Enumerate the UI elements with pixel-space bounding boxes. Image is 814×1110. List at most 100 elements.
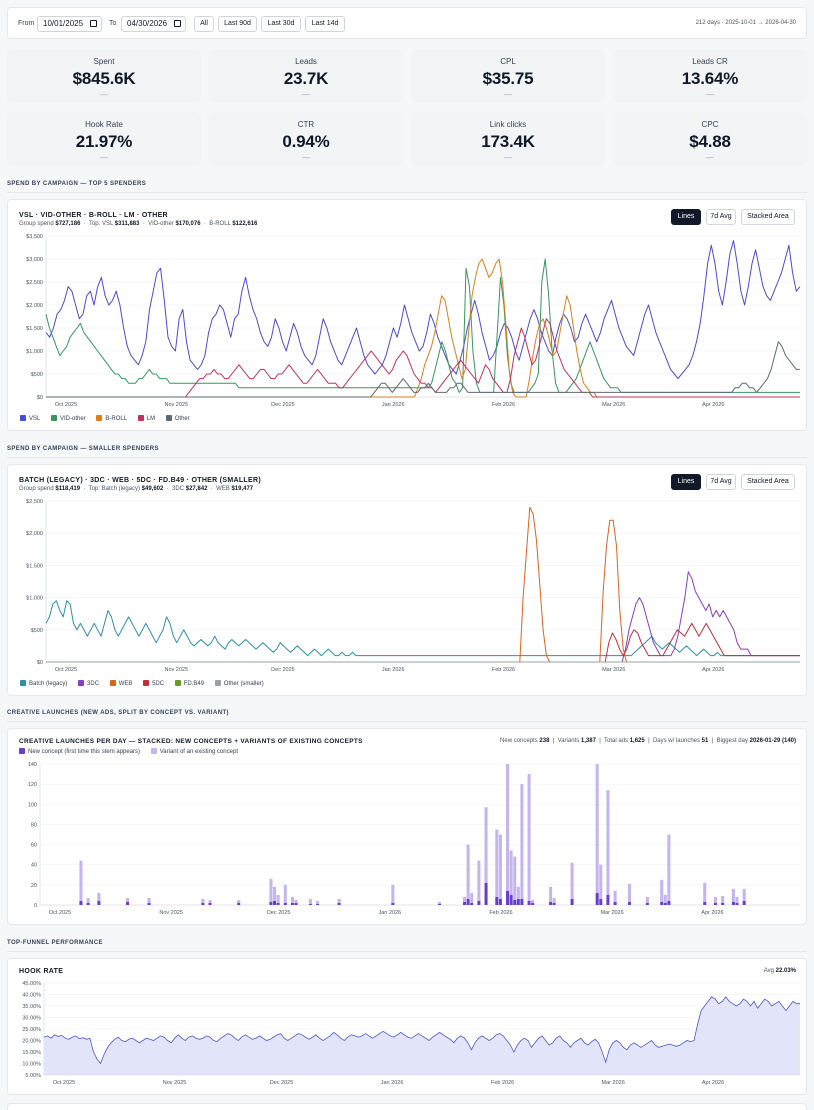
x-tick-label: Jan 2026 <box>382 402 405 408</box>
kpi-label: CTR <box>297 120 315 129</box>
y-tick-label: $3,000 <box>26 257 43 263</box>
chart-card-top5: VSL · VID-OTHER · B-ROLL · LM · OTHER Gr… <box>7 199 807 431</box>
x-tick-label: Apr 2026 <box>701 910 723 916</box>
to-date-input[interactable]: 04/30/2026 <box>121 16 186 32</box>
bar-variant <box>276 894 280 903</box>
bar-variant <box>337 898 341 903</box>
bar-new-concept <box>337 902 341 905</box>
divider <box>7 192 807 193</box>
from-date-input[interactable]: 10/01/2025 <box>37 16 102 32</box>
bar-variant <box>513 856 517 900</box>
chart-meta: Group spend $727,186 · Top: VSL $311,883… <box>19 221 258 227</box>
y-tick-label: 20 <box>31 883 37 889</box>
bar-variant <box>308 898 312 904</box>
toggle-stacked-area-button[interactable]: Stacked Area <box>741 474 795 490</box>
creative-launches-bar-chart: 0 20 40 60 80 100 120 140 Oct 2025 Nov 2025 Dec 20… <box>28 762 800 916</box>
bar-variant <box>506 764 510 891</box>
y-tick-label: 25.00% <box>22 1027 41 1033</box>
kpi-label: Leads CR <box>692 57 728 66</box>
bar-variant <box>599 864 603 899</box>
y-tick-label: 5.00% <box>25 1073 41 1079</box>
kpi-leads: Leads 23.7K — <box>209 49 403 103</box>
bar-variant <box>721 895 725 903</box>
bar-variant <box>463 896 467 902</box>
range-30d-button[interactable]: Last 30d <box>261 16 301 32</box>
kpi-label: Leads <box>295 57 317 66</box>
kpi-delta: — <box>302 153 310 162</box>
kpi-value: 21.97% <box>75 132 133 151</box>
legend-item-3dc: 3DC <box>78 680 99 687</box>
y-tick-label: 20.00% <box>22 1039 41 1045</box>
range-all-button[interactable]: All <box>194 16 214 32</box>
kpi-label: Spent <box>93 57 115 66</box>
chart-title: BATCH (LEGACY) · 3DC · WEB · 5DC · FD.B4… <box>19 477 261 484</box>
y-tick-label: $1,500 <box>26 563 43 569</box>
range-90d-button[interactable]: Last 90d <box>218 16 257 32</box>
legend-item-5dc: 5DC <box>143 680 164 687</box>
bar-new-concept <box>713 902 718 905</box>
legend-item-batch: Batch (legacy) <box>20 680 67 687</box>
kpi-label: Link clicks <box>489 120 527 129</box>
chart-legend: VSL VID-other B-ROLL LM Other <box>20 415 199 422</box>
launch-stats: New concepts 238 | Variants 1,387 | Tota… <box>500 738 796 744</box>
toggle-lines-button[interactable]: Lines <box>671 474 701 490</box>
kpi-leads-cr: Leads CR 13.64% — <box>613 49 807 103</box>
kpi-value: $35.75 <box>482 69 534 88</box>
x-tick-label: Dec 2025 <box>270 1080 294 1086</box>
x-tick-label: Apr 2026 <box>702 402 724 408</box>
kpi-delta: — <box>706 153 714 162</box>
bar-variant <box>147 897 151 903</box>
bar-new-concept <box>552 902 556 905</box>
bar-variant <box>516 886 520 899</box>
x-tick-label: Nov 2025 <box>164 402 188 408</box>
bar-variant <box>595 764 599 893</box>
bar-variant <box>703 882 707 902</box>
y-tick-label: $1,000 <box>26 349 43 355</box>
y-tick-label: 30.00% <box>22 1016 41 1022</box>
bar-variant <box>269 878 273 902</box>
bar-new-concept <box>516 898 520 905</box>
divider <box>7 457 807 458</box>
bar-variant <box>498 834 502 899</box>
bar-new-concept <box>269 901 273 905</box>
bar-new-concept <box>97 900 101 905</box>
chart-title: HOOK RATE <box>19 968 64 975</box>
x-tick-label: Jan 2026 <box>381 1080 404 1086</box>
bar-variant <box>606 790 610 895</box>
bar-new-concept <box>721 902 725 905</box>
kpi-ctr: CTR 0.94% — <box>209 112 403 166</box>
bar-variant <box>290 896 294 903</box>
bar-new-concept <box>667 900 671 905</box>
bar-new-concept <box>237 902 241 905</box>
bar-variant <box>613 890 617 902</box>
chart-card-launches: CREATIVE LAUNCHES PER DAY — STACKED: NEW… <box>7 728 807 925</box>
toggle-lines-button[interactable]: Lines <box>671 209 701 225</box>
bar-variant <box>520 784 524 899</box>
kpi-cpl: CPL $35.75 — <box>411 49 605 103</box>
y-tick-label: 10.00% <box>22 1062 41 1068</box>
y-tick-label: $2,000 <box>26 303 43 309</box>
y-tick-label: 100 <box>28 802 37 808</box>
x-tick-label: Oct 2025 <box>55 402 77 408</box>
bar-variant <box>531 899 535 903</box>
y-tick-label: 40 <box>31 863 37 869</box>
x-tick-label: Feb 2026 <box>492 667 515 673</box>
bar-new-concept <box>201 902 205 905</box>
x-tick-label: Feb 2026 <box>491 1080 514 1086</box>
bar-new-concept <box>549 901 553 905</box>
bar-variant <box>466 844 470 899</box>
x-tick-label: Mar 2026 <box>602 1080 625 1086</box>
toggle-stacked-area-button[interactable]: Stacked Area <box>741 209 795 225</box>
bar-new-concept <box>613 901 617 905</box>
toggle-7d-avg-button[interactable]: 7d Avg <box>706 209 736 225</box>
bar-variant <box>208 899 212 903</box>
range-14d-button[interactable]: Last 14d <box>305 16 345 32</box>
bar-new-concept <box>463 901 467 905</box>
bar-new-concept <box>437 903 441 905</box>
bar-new-concept <box>645 902 649 905</box>
bar-new-concept <box>527 900 531 905</box>
bar-new-concept <box>126 901 130 905</box>
toggle-7d-avg-button[interactable]: 7d Avg <box>706 474 736 490</box>
hook-rate-area-chart: 5.00% 10.00% 15.00% 20.00% 25.00% 30.00% 35.00… <box>22 981 800 1086</box>
filter-bar: From 10/01/2025 To 04/30/2026 All Last 9… <box>7 7 807 39</box>
